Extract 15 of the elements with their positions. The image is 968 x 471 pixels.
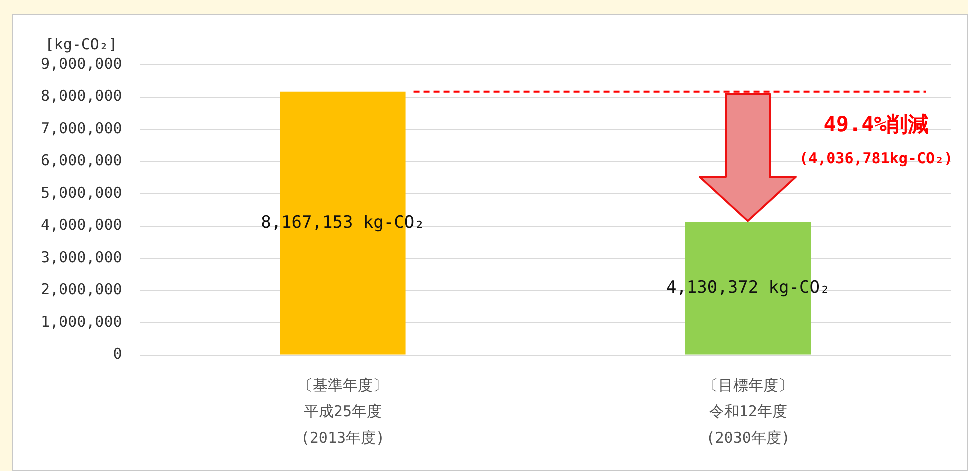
y-tick-label: 1,000,000 bbox=[40, 312, 122, 331]
y-tick-label: 4,000,000 bbox=[40, 216, 122, 234]
x-tick-label: 〔目標年度〕令和12年度(2030年度) bbox=[703, 376, 794, 447]
y-tick-label: 8,000,000 bbox=[40, 87, 122, 106]
x-tick-label: 〔基準年度〕平成25年度(2013年度) bbox=[298, 376, 388, 447]
y-tick-label: 5,000,000 bbox=[40, 184, 122, 202]
annotation: 49.4%削減 bbox=[824, 112, 929, 136]
y-tick-label: 0 bbox=[113, 345, 122, 364]
y-tick-label: 7,000,000 bbox=[40, 119, 122, 138]
annotation: (4,036,781kg-CO₂) bbox=[800, 150, 954, 168]
y-tick-label: 2,000,000 bbox=[40, 280, 122, 299]
y-tick-label: 6,000,000 bbox=[40, 152, 122, 170]
y-tick-label: 3,000,000 bbox=[40, 248, 122, 266]
y-tick-label: 9,000,000 bbox=[40, 54, 122, 73]
y-axis-title: [kg-CO₂] bbox=[45, 35, 118, 54]
